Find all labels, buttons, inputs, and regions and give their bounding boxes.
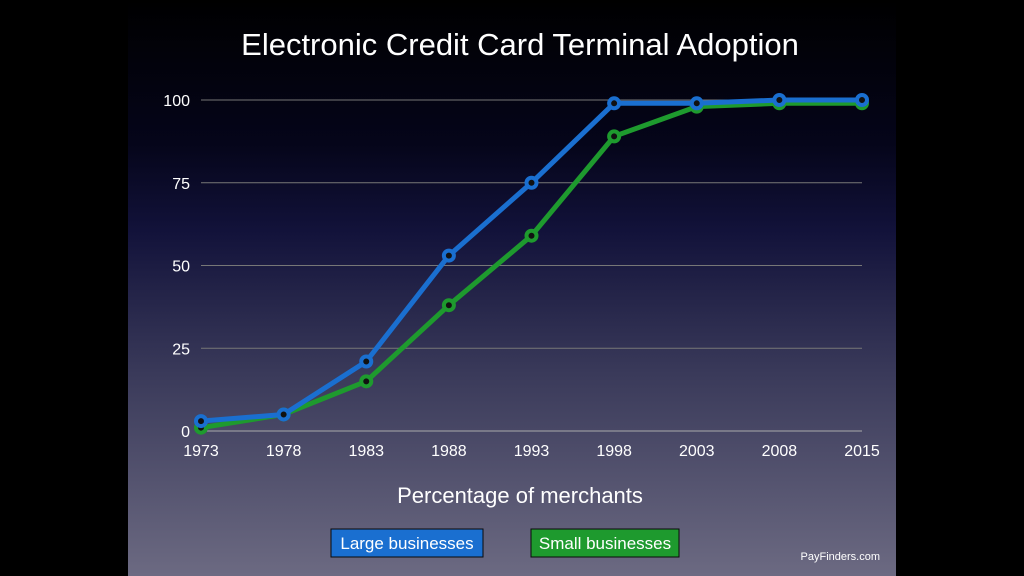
data-point	[607, 129, 622, 144]
x-tick-label: 1978	[266, 443, 302, 460]
y-tick-label: 25	[172, 341, 190, 358]
legend-swatch	[530, 528, 680, 558]
data-point	[855, 93, 869, 107]
credit-text: PayFinders.com	[801, 551, 880, 563]
data-point	[524, 175, 539, 190]
x-tick-label: 2015	[844, 443, 880, 460]
data-point	[441, 298, 456, 313]
data-point	[772, 93, 787, 107]
data-point	[441, 248, 456, 263]
x-axis-label: Percentage of merchants	[397, 483, 643, 508]
data-point	[689, 96, 704, 111]
x-tick-label: 1998	[596, 443, 632, 460]
legend-swatch	[330, 528, 484, 558]
data-point	[276, 407, 291, 422]
x-tick-label: 2008	[762, 443, 798, 460]
data-point	[607, 96, 622, 111]
series-line-0	[200, 97, 862, 424]
y-tick-label: 100	[163, 93, 190, 110]
x-tick-label: 2003	[679, 443, 715, 460]
chart-title: Electronic Credit Card Terminal Adoption	[241, 27, 799, 62]
data-point	[359, 374, 374, 389]
y-tick-label: 50	[172, 259, 190, 276]
data-point	[524, 228, 539, 243]
y-tick-label: 0	[181, 424, 190, 441]
x-tick-label: 1988	[431, 443, 467, 460]
y-tick-label: 75	[172, 176, 190, 193]
legend-label: Small businesses	[539, 534, 671, 553]
data-point	[194, 414, 208, 429]
x-tick-label: 1983	[348, 443, 384, 460]
legend-label: Large businesses	[340, 534, 473, 553]
x-tick-label: 1973	[183, 443, 219, 460]
x-tick-label: 1993	[514, 443, 550, 460]
slide	[128, 0, 896, 576]
data-point	[359, 354, 374, 369]
